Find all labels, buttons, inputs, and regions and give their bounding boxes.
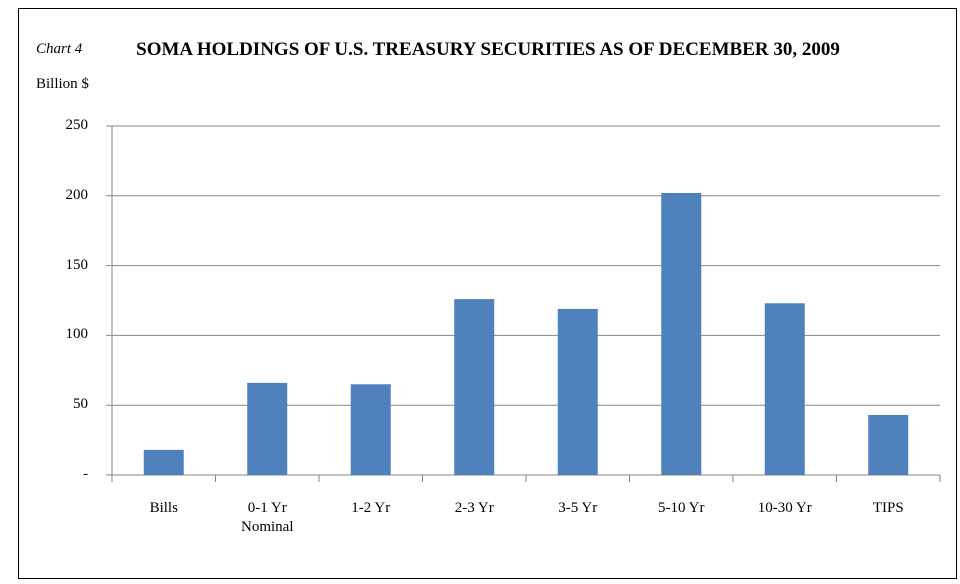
chart-label: Chart 4	[36, 41, 83, 57]
bar	[661, 193, 702, 475]
bar	[557, 308, 598, 475]
bar	[247, 382, 288, 475]
frame	[18, 8, 957, 579]
y-tick-label: 50	[73, 396, 88, 413]
bar	[868, 414, 909, 475]
y-tick-label: 200	[65, 186, 89, 203]
x-tick-label: 10-30 Yr	[757, 500, 812, 516]
x-tick-label: 2-3 Yr	[454, 500, 494, 516]
y-tick-label: 100	[65, 326, 89, 343]
x-tick-label: 0-1 Yr Nominal	[241, 500, 294, 535]
y-tick-label: -	[83, 466, 88, 482]
bar	[350, 384, 391, 475]
x-tick-label: 3-5 Yr	[558, 500, 598, 516]
bar	[454, 299, 495, 475]
x-tick-label: 1-2 Yr	[351, 500, 391, 516]
chart-title: SOMA HOLDINGS OF U.S. TREASURY SECURITIE…	[136, 39, 840, 60]
y-axis-label: Billion $	[36, 76, 89, 92]
x-tick-label: TIPS	[872, 500, 904, 516]
y-tick-label: 150	[65, 256, 89, 273]
x-tick-label: 5-10 Yr	[657, 500, 705, 516]
x-tick-label: Bills	[149, 500, 178, 516]
bar	[143, 449, 184, 475]
y-tick-label: 250	[65, 117, 89, 133]
bar	[764, 303, 805, 475]
